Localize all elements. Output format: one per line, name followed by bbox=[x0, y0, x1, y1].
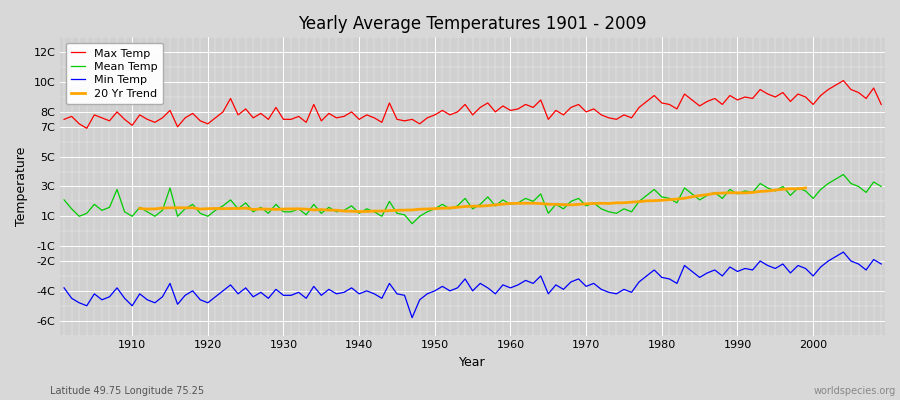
Line: Max Temp: Max Temp bbox=[64, 80, 881, 128]
Max Temp bbox=[838, 78, 849, 83]
Mean Temp bbox=[285, 210, 296, 214]
20 Yr Trend bbox=[134, 206, 145, 211]
Min Temp bbox=[119, 296, 130, 301]
Mean Temp bbox=[603, 210, 614, 214]
Mean Temp bbox=[331, 210, 342, 214]
20 Yr Trend bbox=[800, 186, 811, 190]
20 Yr Trend bbox=[271, 207, 282, 212]
Max Temp bbox=[505, 108, 516, 113]
20 Yr Trend bbox=[202, 206, 213, 211]
Title: Yearly Average Temperatures 1901 - 2009: Yearly Average Temperatures 1901 - 2009 bbox=[299, 15, 647, 33]
Max Temp bbox=[293, 114, 304, 119]
20 Yr Trend bbox=[218, 206, 229, 211]
Min Temp bbox=[838, 250, 849, 254]
Text: worldspecies.org: worldspecies.org bbox=[814, 386, 896, 396]
Text: Latitude 49.75 Longitude 75.25: Latitude 49.75 Longitude 75.25 bbox=[50, 386, 203, 396]
20 Yr Trend bbox=[732, 190, 742, 195]
20 Yr Trend bbox=[482, 203, 493, 208]
Min Temp bbox=[876, 262, 886, 266]
Max Temp bbox=[127, 123, 138, 128]
Mean Temp bbox=[838, 172, 849, 177]
Mean Temp bbox=[505, 202, 516, 207]
Min Temp bbox=[603, 290, 614, 295]
Y-axis label: Temperature: Temperature bbox=[15, 147, 28, 226]
Line: 20 Yr Trend: 20 Yr Trend bbox=[140, 188, 806, 212]
Mean Temp bbox=[407, 221, 418, 226]
Max Temp bbox=[338, 114, 349, 119]
Max Temp bbox=[876, 102, 886, 107]
Legend: Max Temp, Mean Temp, Min Temp, 20 Yr Trend: Max Temp, Mean Temp, Min Temp, 20 Yr Tre… bbox=[66, 43, 163, 104]
Max Temp bbox=[81, 126, 92, 131]
Min Temp bbox=[331, 292, 342, 296]
Min Temp bbox=[285, 293, 296, 298]
Min Temp bbox=[58, 286, 69, 290]
Mean Temp bbox=[876, 184, 886, 189]
Max Temp bbox=[603, 116, 614, 120]
Mean Temp bbox=[58, 198, 69, 202]
20 Yr Trend bbox=[354, 209, 364, 214]
Min Temp bbox=[407, 315, 418, 320]
Max Temp bbox=[513, 106, 524, 111]
Min Temp bbox=[505, 286, 516, 290]
Max Temp bbox=[58, 117, 69, 122]
Mean Temp bbox=[119, 210, 130, 214]
20 Yr Trend bbox=[400, 208, 410, 212]
Min Temp bbox=[513, 282, 524, 287]
Line: Mean Temp: Mean Temp bbox=[64, 174, 881, 224]
Mean Temp bbox=[513, 200, 524, 205]
X-axis label: Year: Year bbox=[459, 356, 486, 369]
Line: Min Temp: Min Temp bbox=[64, 252, 881, 318]
